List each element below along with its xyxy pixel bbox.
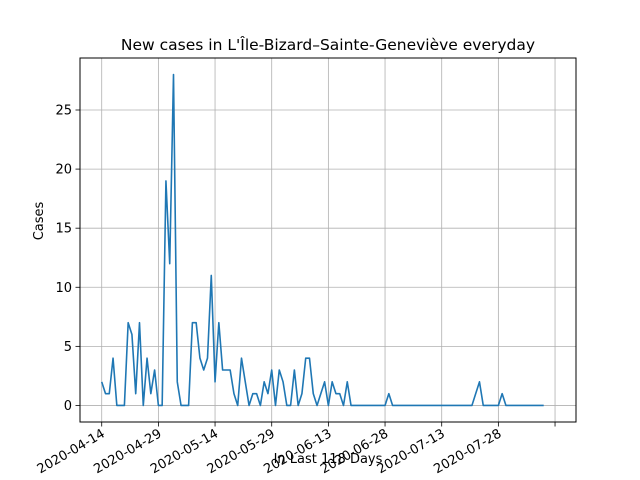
y-axis-title: Cases <box>32 201 47 240</box>
y-tick-label: 20 <box>55 163 72 178</box>
y-tick-label: 0 <box>64 399 72 414</box>
series-line-new-cases <box>100 73 544 407</box>
x-axis-title: In Last 118 Days <box>274 452 383 467</box>
y-tick-label: 10 <box>55 281 72 296</box>
series-layer <box>100 73 544 407</box>
y-tick-label: 15 <box>55 222 72 237</box>
y-axis: 0 5 10 15 20 25 <box>55 104 80 414</box>
chart-title: New cases in L'Île-Bizard–Sainte-Geneviè… <box>121 35 535 54</box>
y-tick-label: 25 <box>55 104 72 119</box>
y-tick-label: 5 <box>64 340 72 355</box>
